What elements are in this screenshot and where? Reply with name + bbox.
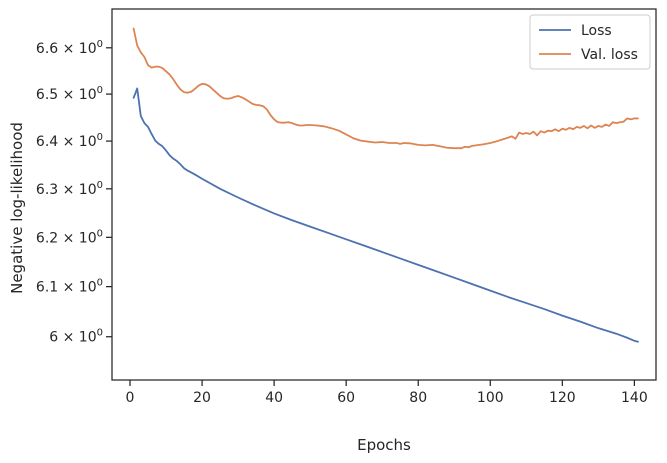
x-tick-label: 100 — [477, 390, 504, 406]
x-tick-label: 60 — [337, 390, 355, 406]
legend-frame — [529, 14, 651, 70]
x-tick-label: 40 — [265, 390, 283, 406]
y-tick-label: 6.5 × 100 — [36, 85, 103, 103]
x-tick-label: 120 — [549, 390, 576, 406]
x-tick-label: 0 — [126, 390, 135, 406]
y-tick-label: 6.4 × 100 — [36, 132, 103, 150]
y-tick-label: 6.1 × 100 — [36, 278, 103, 296]
plot-frame — [111, 8, 657, 381]
y-axis-ticks: 6 × 100 6.1 × 100 6.2 × 100 6.3 × 100 6.4 × … — [36, 39, 112, 346]
x-tick-label: 20 — [193, 390, 211, 406]
legend-label-val-loss: Val. loss — [581, 47, 638, 63]
x-axis-ticks: 0 20 40 60 80 100 120 140 — [126, 380, 648, 406]
series-layer — [132, 27, 639, 343]
legend: Loss Val. loss — [529, 14, 651, 70]
x-axis-label: Epochs — [357, 436, 411, 454]
y-tick-label: 6 × 100 — [49, 328, 103, 346]
y-axis-label: Negative log-likelihood — [8, 122, 26, 294]
y-tick-label: 6.3 × 100 — [36, 180, 103, 198]
x-tick-label: 80 — [409, 390, 427, 406]
series-line-val-loss — [132, 27, 639, 150]
y-tick-label: 6.2 × 100 — [36, 228, 103, 246]
legend-label-loss: Loss — [581, 23, 612, 39]
x-tick-label: 140 — [621, 390, 648, 406]
series-line-loss — [132, 87, 639, 343]
y-tick-label: 6.6 × 100 — [36, 39, 103, 57]
